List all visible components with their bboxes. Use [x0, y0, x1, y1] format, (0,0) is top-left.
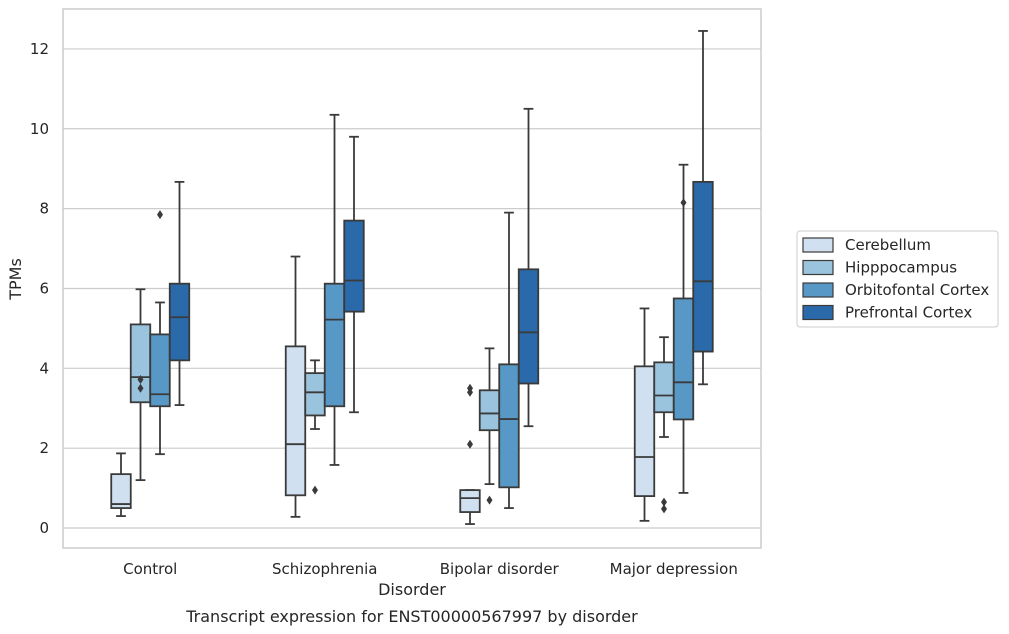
y-tick-label: 8 — [39, 200, 49, 218]
box-iqr — [149, 333, 171, 408]
box-group — [323, 113, 346, 466]
y-tick-label: 10 — [30, 120, 49, 138]
outlier-point — [137, 383, 144, 393]
legend-label: Orbitofontal Cortex — [845, 281, 989, 299]
outlier-point — [661, 504, 667, 514]
legend-swatch — [802, 304, 834, 321]
outlier-point — [661, 497, 667, 507]
x-tick-label: Schizophrenia — [272, 560, 377, 578]
box-group — [459, 383, 481, 525]
box-group — [672, 163, 695, 494]
outlier-point — [680, 198, 687, 208]
box-iqr — [343, 219, 365, 313]
box-group — [478, 347, 501, 505]
box-iqr — [304, 372, 326, 417]
y-tick-label: 12 — [30, 40, 49, 58]
legend-label: Prefrontal Cortex — [845, 304, 972, 322]
box-group — [149, 210, 171, 456]
outlier-point — [157, 210, 163, 220]
grid-lines — [63, 48, 761, 529]
box-group — [498, 211, 520, 509]
x-tick-label: Bipolar disorder — [440, 560, 560, 578]
box-iqr — [284, 345, 307, 497]
outlier-point — [486, 495, 493, 505]
y-tick-label: 0 — [39, 519, 49, 537]
legend-label: Hipppocampus — [845, 259, 957, 277]
box-iqr — [633, 365, 656, 497]
box-iqr — [459, 489, 481, 513]
y-axis-label: TPMs — [6, 258, 25, 301]
box-iqr — [478, 389, 501, 432]
box-iqr — [672, 297, 695, 421]
box-iqr — [323, 282, 346, 408]
x-tick-label: Control — [123, 560, 177, 578]
outlier-point — [137, 375, 144, 385]
box-iqr — [168, 282, 191, 362]
chart-caption: Transcript expression for ENST0000056799… — [185, 607, 638, 626]
box-iqr — [692, 180, 714, 353]
box-group — [633, 307, 656, 522]
legend-frame — [796, 230, 999, 328]
boxes — [110, 30, 714, 525]
legend: Cerebellum Hipppocampus Orbitofontal Corte… — [796, 230, 999, 328]
box-iqr — [110, 473, 132, 509]
x-tick-labels: Control Schizophrenia Bipolar disorder Majo… — [123, 560, 738, 578]
box-iqr — [653, 361, 675, 414]
box-group — [168, 180, 191, 406]
y-tick-labels: 0 2 4 6 8 10 12 — [30, 40, 49, 537]
legend-swatch — [802, 259, 834, 276]
box-group — [304, 359, 326, 495]
box-group — [284, 255, 307, 518]
legend-swatch — [802, 237, 834, 253]
outlier-point — [312, 485, 318, 495]
box-group — [653, 336, 675, 514]
y-tick-label: 6 — [39, 279, 49, 297]
y-tick-label: 2 — [39, 439, 49, 457]
box-group — [110, 452, 132, 517]
x-tick-label: Major depression — [610, 560, 738, 578]
box-group — [129, 288, 152, 482]
y-tick-label: 4 — [39, 359, 49, 377]
plot-frame — [62, 8, 762, 549]
box-group — [343, 135, 365, 414]
outlier-point — [467, 439, 473, 449]
legend-swatch — [802, 282, 834, 298]
box-iqr — [498, 363, 520, 489]
outlier-point — [467, 383, 473, 393]
legend-items: Cerebellum Hipppocampus Orbitofontal Corte… — [802, 236, 989, 322]
box-group — [517, 107, 540, 428]
legend-label: Cerebellum — [845, 236, 931, 254]
box-iqr — [517, 268, 540, 385]
box-group — [692, 30, 714, 386]
x-axis-label: Disorder — [378, 580, 446, 599]
